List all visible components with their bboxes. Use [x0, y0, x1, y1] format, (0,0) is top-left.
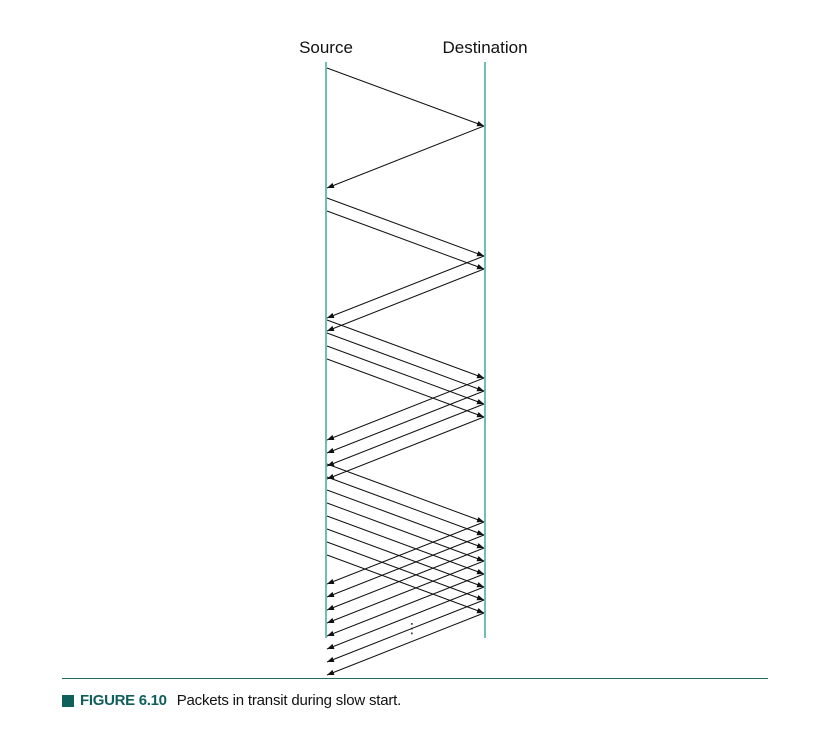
caption-text: Packets in transit during slow start. — [176, 692, 402, 709]
ack-arrow — [326, 390, 485, 454]
ack-arrow — [326, 268, 485, 332]
data-packet-arrow — [326, 345, 485, 405]
data-packet-arrow — [326, 332, 485, 392]
ack-arrow — [326, 560, 485, 624]
caption-square-icon — [62, 694, 74, 707]
ack-arrow — [326, 573, 485, 637]
data-packet-arrow — [326, 554, 485, 614]
data-packet-arrow — [326, 515, 485, 575]
caption-label: FIGURE 6.10 — [80, 692, 167, 709]
data-packet-arrow — [326, 541, 485, 601]
data-packet-arrow — [326, 528, 485, 588]
ack-arrow — [326, 599, 485, 663]
data-packet-arrow — [326, 67, 485, 127]
data-packet-arrow — [326, 197, 485, 257]
ack-arrow — [326, 521, 485, 585]
data-packet-arrow — [326, 358, 485, 418]
data-packet-arrow — [326, 476, 485, 536]
data-packet-arrow — [326, 463, 485, 523]
source-label: Source — [299, 38, 353, 57]
figure-caption: FIGURE 6.10 Packets in transit during sl… — [62, 692, 401, 709]
data-packet-arrow — [326, 489, 485, 549]
ack-arrow — [326, 403, 485, 467]
data-packet-arrow — [326, 502, 485, 562]
ack-arrow — [326, 125, 485, 189]
data-packet-arrow — [326, 210, 485, 270]
ack-arrow — [326, 586, 485, 650]
ack-arrow — [326, 534, 485, 598]
ack-arrow — [326, 612, 485, 676]
continuation-ellipsis: ⋮ — [405, 621, 419, 637]
ack-arrow — [326, 416, 485, 480]
ack-arrow — [326, 377, 485, 441]
data-packet-arrow — [326, 319, 485, 379]
packet-arrows — [326, 67, 485, 676]
destination-label: Destination — [442, 38, 528, 57]
caption-rule — [62, 678, 768, 679]
ack-arrow — [326, 547, 485, 611]
ack-arrow — [326, 255, 485, 319]
